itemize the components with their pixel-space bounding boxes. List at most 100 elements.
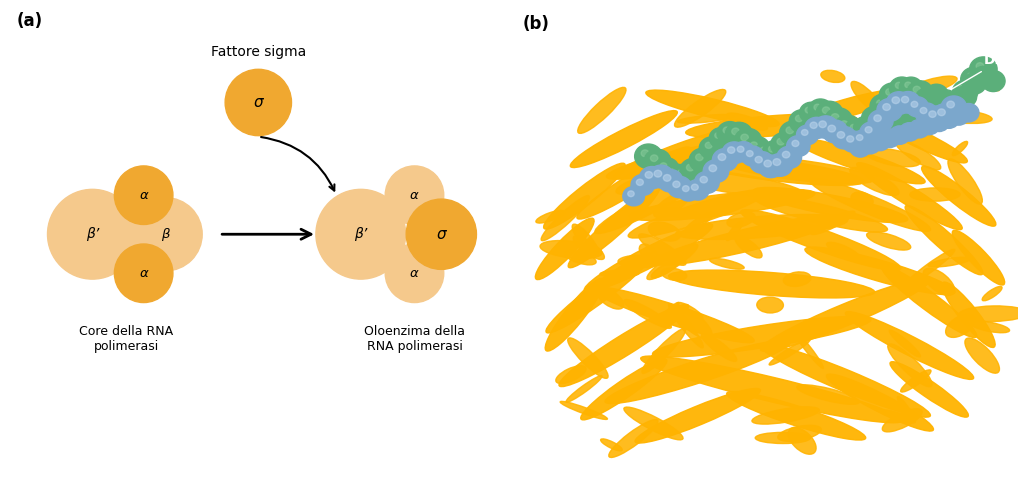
- Circle shape: [771, 133, 798, 157]
- Ellipse shape: [922, 166, 996, 226]
- Ellipse shape: [778, 426, 821, 441]
- Circle shape: [915, 87, 943, 112]
- Circle shape: [831, 114, 839, 121]
- Circle shape: [842, 131, 865, 152]
- Ellipse shape: [757, 297, 783, 313]
- Ellipse shape: [656, 208, 699, 218]
- Ellipse shape: [888, 344, 932, 386]
- Ellipse shape: [585, 224, 713, 292]
- Circle shape: [939, 110, 959, 128]
- Circle shape: [710, 128, 732, 148]
- Ellipse shape: [641, 356, 902, 423]
- Text: α: α: [139, 267, 148, 280]
- Text: β’: β’: [354, 227, 368, 241]
- Ellipse shape: [652, 316, 870, 357]
- Circle shape: [861, 106, 888, 130]
- Circle shape: [905, 82, 911, 88]
- Ellipse shape: [639, 244, 657, 262]
- Circle shape: [841, 121, 848, 127]
- Ellipse shape: [903, 76, 957, 97]
- Ellipse shape: [727, 113, 768, 130]
- Ellipse shape: [566, 376, 602, 402]
- Ellipse shape: [630, 189, 815, 221]
- Ellipse shape: [754, 187, 908, 223]
- Ellipse shape: [810, 179, 931, 231]
- Ellipse shape: [928, 257, 970, 267]
- Ellipse shape: [929, 109, 992, 123]
- Ellipse shape: [577, 147, 690, 219]
- Ellipse shape: [568, 186, 659, 268]
- Circle shape: [790, 110, 815, 133]
- Ellipse shape: [710, 258, 744, 269]
- Text: α: α: [410, 189, 419, 202]
- Circle shape: [901, 97, 908, 103]
- Circle shape: [782, 151, 790, 158]
- Ellipse shape: [756, 432, 810, 444]
- Ellipse shape: [628, 189, 767, 238]
- Ellipse shape: [761, 344, 931, 417]
- Circle shape: [981, 70, 1005, 92]
- Ellipse shape: [624, 407, 683, 440]
- Circle shape: [760, 147, 767, 153]
- Ellipse shape: [669, 304, 703, 348]
- Circle shape: [682, 185, 689, 192]
- Circle shape: [779, 121, 807, 145]
- Circle shape: [792, 141, 799, 146]
- Circle shape: [715, 133, 721, 138]
- Ellipse shape: [884, 410, 914, 423]
- Circle shape: [970, 57, 997, 81]
- Circle shape: [867, 112, 876, 119]
- Circle shape: [678, 169, 685, 176]
- Circle shape: [722, 142, 746, 163]
- Circle shape: [650, 155, 657, 162]
- Circle shape: [924, 106, 948, 128]
- Ellipse shape: [653, 192, 689, 218]
- Circle shape: [786, 127, 794, 134]
- Ellipse shape: [651, 215, 842, 265]
- Circle shape: [915, 103, 938, 123]
- Circle shape: [816, 101, 843, 125]
- Ellipse shape: [761, 278, 931, 351]
- Circle shape: [880, 129, 900, 147]
- Circle shape: [808, 99, 833, 121]
- Circle shape: [929, 113, 949, 132]
- Circle shape: [850, 139, 870, 157]
- Ellipse shape: [796, 138, 925, 184]
- Text: Oloenzima della
RNA polimerasi: Oloenzima della RNA polimerasi: [364, 325, 465, 352]
- Circle shape: [886, 92, 911, 114]
- Circle shape: [945, 92, 968, 112]
- Ellipse shape: [783, 272, 811, 286]
- Ellipse shape: [624, 300, 672, 328]
- Circle shape: [703, 160, 729, 183]
- Circle shape: [909, 120, 930, 138]
- Circle shape: [887, 109, 910, 130]
- Ellipse shape: [546, 253, 652, 333]
- Ellipse shape: [659, 303, 679, 323]
- Text: σ: σ: [436, 227, 446, 242]
- Ellipse shape: [752, 407, 819, 424]
- Circle shape: [767, 154, 793, 176]
- Ellipse shape: [845, 312, 974, 379]
- Circle shape: [858, 115, 882, 137]
- Circle shape: [673, 181, 680, 187]
- Circle shape: [777, 138, 784, 145]
- Text: β: β: [162, 228, 170, 241]
- Ellipse shape: [567, 338, 608, 378]
- Circle shape: [867, 104, 891, 125]
- Circle shape: [755, 142, 777, 163]
- Ellipse shape: [686, 114, 857, 138]
- Ellipse shape: [573, 236, 604, 260]
- Text: σ: σ: [254, 95, 263, 110]
- Circle shape: [686, 164, 694, 171]
- Ellipse shape: [923, 268, 954, 295]
- Ellipse shape: [544, 163, 626, 229]
- Circle shape: [805, 117, 828, 139]
- Circle shape: [972, 66, 995, 87]
- Circle shape: [938, 109, 945, 116]
- Circle shape: [786, 136, 810, 157]
- Circle shape: [950, 96, 956, 102]
- Circle shape: [717, 122, 742, 144]
- Ellipse shape: [677, 115, 734, 123]
- Circle shape: [691, 184, 698, 190]
- Circle shape: [641, 150, 649, 157]
